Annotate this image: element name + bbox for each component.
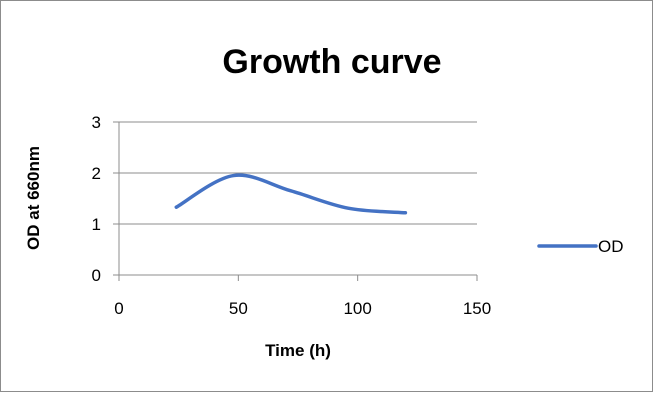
data-point-od-48	[232, 174, 235, 177]
x-tick-label-150: 150	[463, 299, 491, 318]
data-point-od-120	[404, 211, 407, 214]
chart-title: Growth curve	[222, 43, 441, 81]
data-point-od-96	[347, 207, 350, 210]
legend: OD	[537, 237, 624, 256]
data-point-od-72	[289, 189, 292, 192]
gridlines	[119, 121, 477, 225]
x-tick-label-50: 50	[229, 299, 248, 318]
tick-labels: 0 1 2 3 0 50 100 150	[92, 113, 492, 318]
y-tick-label-3: 3	[92, 113, 101, 132]
legend-label-od: OD	[598, 237, 624, 256]
axes	[113, 121, 478, 281]
y-tick-label-2: 2	[92, 164, 101, 183]
x-axis-title: Time (h)	[265, 341, 331, 360]
data-point-od-24	[175, 206, 178, 209]
x-tick-label-100: 100	[343, 299, 371, 318]
y-axis-title: OD at 660nm	[24, 146, 43, 250]
y-tick-label-1: 1	[92, 215, 101, 234]
series-layer	[174, 173, 408, 215]
y-tick-label-0: 0	[92, 266, 101, 285]
series-line-od	[174, 173, 408, 215]
x-tick-label-0: 0	[114, 299, 123, 318]
